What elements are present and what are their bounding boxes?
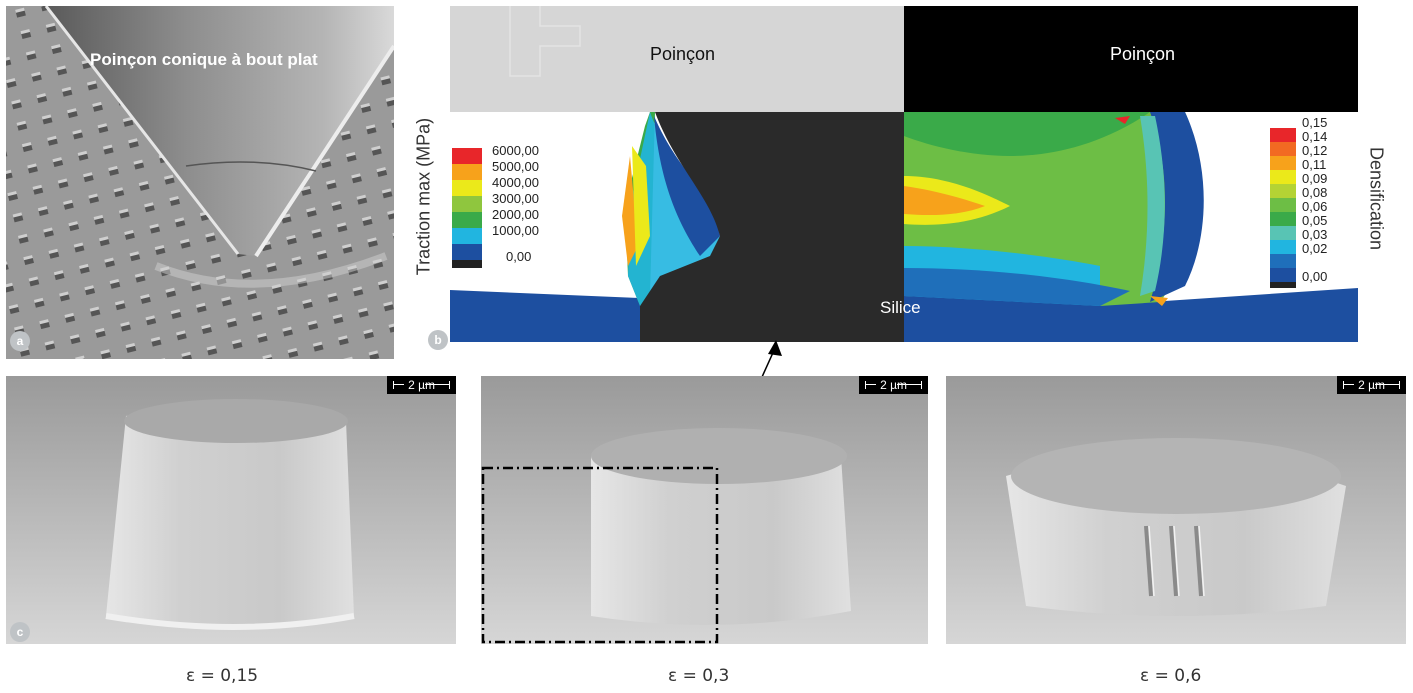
left-colorbar — [452, 148, 482, 268]
scale-bar-label: 2 µm — [880, 378, 907, 392]
right-legend-value: 0,08 — [1302, 185, 1328, 200]
right-colorbar-swatch — [1270, 170, 1296, 184]
right-legend-value: 0,05 — [1302, 213, 1328, 228]
pillar-image-1: 2 µm c — [6, 376, 456, 644]
right-colorbar-swatch — [1270, 212, 1296, 226]
right-legend-value: 0,15 — [1302, 115, 1328, 130]
scale-tick-icon — [1375, 381, 1400, 389]
scale-tick-icon — [1343, 381, 1355, 389]
punch-left-label: Poinçon — [650, 44, 716, 64]
right-colorbar-swatch — [1270, 184, 1296, 198]
left-colorbar-swatch — [452, 180, 482, 196]
right-colorbar — [1270, 128, 1296, 288]
right-colorbar-swatch — [1270, 226, 1296, 240]
right-legend-value: 0,11 — [1302, 157, 1327, 172]
right-colorbar-swatch — [1270, 156, 1296, 170]
right-legend-value: 0,03 — [1302, 227, 1328, 242]
left-colorbar-swatch — [452, 148, 482, 164]
scale-bar-label: 2 µm — [408, 378, 435, 392]
left-colorbar-swatch — [452, 164, 482, 180]
right-colorbar-swatch — [1270, 142, 1296, 156]
right-colorbar-swatch — [1270, 282, 1296, 288]
right-colorbar-swatch — [1270, 268, 1296, 282]
left-colorbar-swatch — [452, 228, 482, 244]
left-legend-value: 3000,00 — [492, 191, 539, 206]
right-legend-value: 0,14 — [1302, 129, 1328, 144]
left-colorbar-swatch — [452, 196, 482, 212]
left-colorbar-swatch — [452, 244, 482, 260]
pillar-image-2: 2 µm — [481, 376, 928, 644]
left-legend-value: 6000,00 — [492, 143, 539, 158]
pillar-image-3: 2 µm — [946, 376, 1406, 644]
left-colorbar-swatch — [452, 212, 482, 228]
left-legend-value: 0,00 — [506, 249, 532, 264]
scale-bar-1: 2 µm — [387, 376, 456, 394]
panel-a-badge: a — [10, 331, 30, 351]
right-legend-value: 0,12 — [1302, 143, 1328, 158]
right-colorbar-swatch — [1270, 240, 1296, 254]
scale-bar-2: 2 µm — [859, 376, 928, 394]
right-colorbar-swatch — [1270, 254, 1296, 268]
scale-bar-3: 2 µm — [1337, 376, 1406, 394]
scale-tick-icon — [865, 381, 877, 389]
strain-caption-3: ε = 0,6 — [1140, 666, 1202, 686]
left-legend-value: 1000,00 — [492, 223, 539, 238]
left-legend-value: 4000,00 — [492, 175, 539, 190]
scale-bar-label: 2 µm — [1358, 378, 1385, 392]
scale-tick-icon — [425, 381, 450, 389]
panel-c-badge: c — [10, 622, 30, 642]
left-legend-value: 5000,00 — [492, 159, 539, 174]
right-legend-value: 0,06 — [1302, 199, 1328, 214]
right-colorbar-swatch — [1270, 128, 1296, 142]
panel-b-simulation: Poinçon Poinçon Silice 6000,00 5000,00 4… — [428, 6, 1358, 350]
panel-b-badge: b — [428, 330, 448, 350]
right-colorbar-swatch — [1270, 198, 1296, 212]
scale-tick-icon — [897, 381, 922, 389]
left-colorbar-swatch — [452, 260, 482, 268]
right-legend-value: 0,02 — [1302, 241, 1328, 256]
panel-a-label: Poinçon conique à bout plat — [90, 50, 318, 69]
strain-caption-1: ε = 0,15 — [186, 666, 259, 686]
strain-caption-2: ε = 0,3 — [668, 666, 730, 686]
scale-tick-icon — [393, 381, 405, 389]
substrate-label: Silice — [880, 298, 921, 317]
punch-right-label: Poinçon — [1110, 44, 1176, 64]
left-legend-value: 2000,00 — [492, 207, 539, 222]
panel-a-sem-image: Poinçon conique à bout plat a — [6, 6, 394, 359]
right-legend-value: 0,09 — [1302, 171, 1328, 186]
right-legend-value: 0,00 — [1302, 269, 1328, 284]
